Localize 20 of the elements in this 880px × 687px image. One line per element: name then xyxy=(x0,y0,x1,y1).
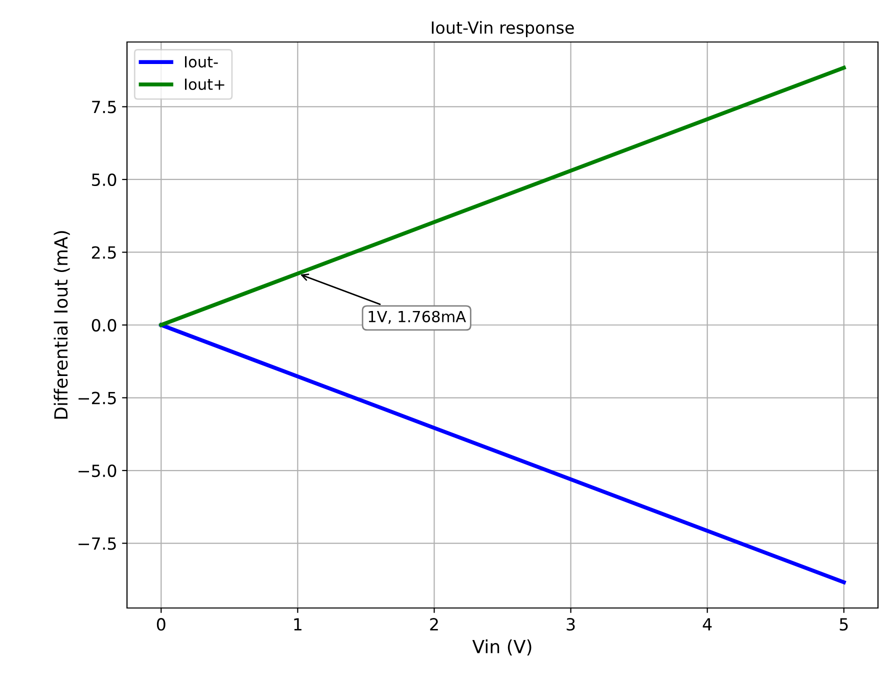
legend-label: Iout- xyxy=(185,56,218,68)
y-tick-label: −5.0 xyxy=(78,464,116,478)
y-tick-label: 0.0 xyxy=(92,318,116,332)
x-tick-label: 4 xyxy=(702,618,712,630)
y-tick-label: 5.0 xyxy=(92,173,116,186)
y-tick-label: 2.5 xyxy=(92,246,116,259)
x-tick-label: 3 xyxy=(566,618,575,631)
x-tick-label: 5 xyxy=(840,618,848,631)
x-tick-label: 0 xyxy=(156,618,166,631)
x-axis-title: Vin (V) xyxy=(472,639,532,656)
y-axis-title: Differential Iout (mA) xyxy=(54,231,70,419)
x-tick-label: 2 xyxy=(430,618,438,630)
y-tick-label: 7.5 xyxy=(92,100,116,114)
line-series xyxy=(159,323,846,584)
y-tick-label: −2.5 xyxy=(78,392,116,404)
chart-title: Iout-Vin response xyxy=(432,21,574,38)
annotation: 1V, 1.768mA xyxy=(368,310,466,324)
legend-label: Iout+ xyxy=(185,78,224,90)
x-tick-label: 1 xyxy=(294,618,302,630)
y-tick-label: −7.5 xyxy=(78,537,116,550)
